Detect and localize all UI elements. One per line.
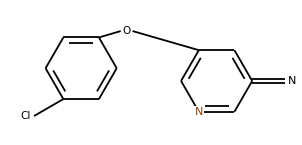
Text: Cl: Cl <box>20 111 31 121</box>
Text: O: O <box>123 26 131 36</box>
Text: N: N <box>195 107 203 117</box>
Text: N: N <box>288 76 297 86</box>
